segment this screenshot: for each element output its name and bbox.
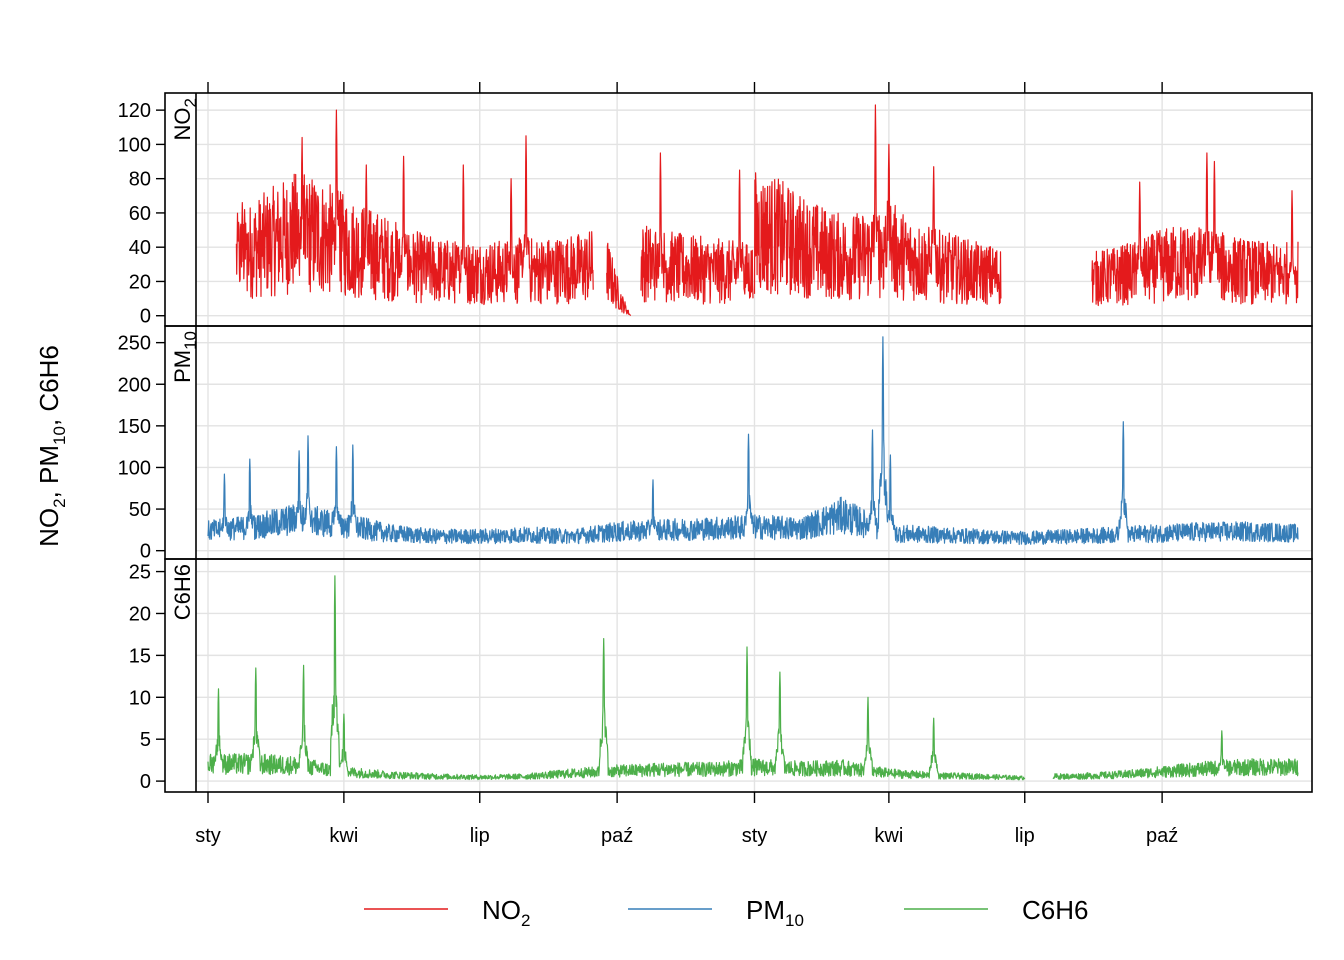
- ytick-label-c6h6-0: 0: [140, 771, 151, 793]
- ytick-label-pm10-0: 0: [140, 541, 151, 563]
- legend-label-0: NO2: [482, 895, 530, 930]
- ytick-label-c6h6-4: 20: [129, 603, 151, 625]
- ytick-label-pm10-5: 250: [118, 333, 151, 355]
- xtick-label-4: sty: [742, 825, 768, 847]
- xtick-label-3: paź: [601, 825, 633, 847]
- xtick-label-7: paź: [1146, 825, 1178, 847]
- series-line-no2-1: [606, 242, 632, 316]
- ytick-label-pm10-4: 200: [118, 374, 151, 396]
- ytick-label-no2-3: 60: [129, 203, 151, 225]
- frame-layer: [164, 92, 1313, 793]
- grid-layer: [196, 93, 1312, 792]
- axis-layer: 0 20 40 60 80 100 120 NO2 0 50 100 150 200 250 PM10 0 5 1…: [34, 82, 1178, 847]
- legend-layer: NO2 PM10 C6H6: [364, 895, 1088, 930]
- ytick-label-no2-0: 0: [140, 306, 151, 328]
- legend-label-2: C6H6: [1022, 895, 1088, 925]
- ytick-label-c6h6-1: 5: [140, 729, 151, 751]
- xtick-label-6: lip: [1015, 825, 1035, 847]
- ytick-label-c6h6-3: 15: [129, 645, 151, 667]
- ytick-label-pm10-3: 150: [118, 416, 151, 438]
- strip-label-no2: NO2: [170, 98, 200, 140]
- panel-frame-c6h6: [164, 558, 1313, 793]
- series-layer: [207, 104, 1299, 781]
- xtick-label-5: kwi: [874, 825, 903, 847]
- ytick-label-no2-6: 120: [118, 100, 151, 122]
- ytick-label-pm10-1: 50: [129, 499, 151, 521]
- series-line-no2-4: [1091, 152, 1299, 307]
- xtick-label-0: sty: [195, 825, 221, 847]
- xtick-label-1: kwi: [329, 825, 358, 847]
- ytick-label-pm10-2: 100: [118, 457, 151, 479]
- series-line-c6h6-0: [207, 575, 1026, 781]
- series-line-pm10-0: [207, 336, 1299, 546]
- series-line-c6h6-1: [1052, 730, 1299, 780]
- series-line-no2-3: [753, 104, 1002, 305]
- series-line-no2-2: [640, 152, 754, 305]
- series-line-no2-0: [235, 109, 594, 306]
- xtick-label-2: lip: [470, 825, 490, 847]
- ytick-label-no2-2: 40: [129, 237, 151, 259]
- ytick-label-no2-4: 80: [129, 169, 151, 191]
- ytick-label-c6h6-2: 10: [129, 687, 151, 709]
- y-axis-label: NO2, PM10, C6H6: [34, 345, 69, 547]
- strip-label-pm10: PM10: [170, 331, 200, 383]
- ytick-label-no2-1: 20: [129, 271, 151, 293]
- ytick-label-c6h6-5: 25: [129, 562, 151, 584]
- ytick-label-no2-5: 100: [118, 134, 151, 156]
- legend-label-1: PM10: [746, 895, 804, 930]
- strip-label-c6h6: C6H6: [170, 564, 195, 620]
